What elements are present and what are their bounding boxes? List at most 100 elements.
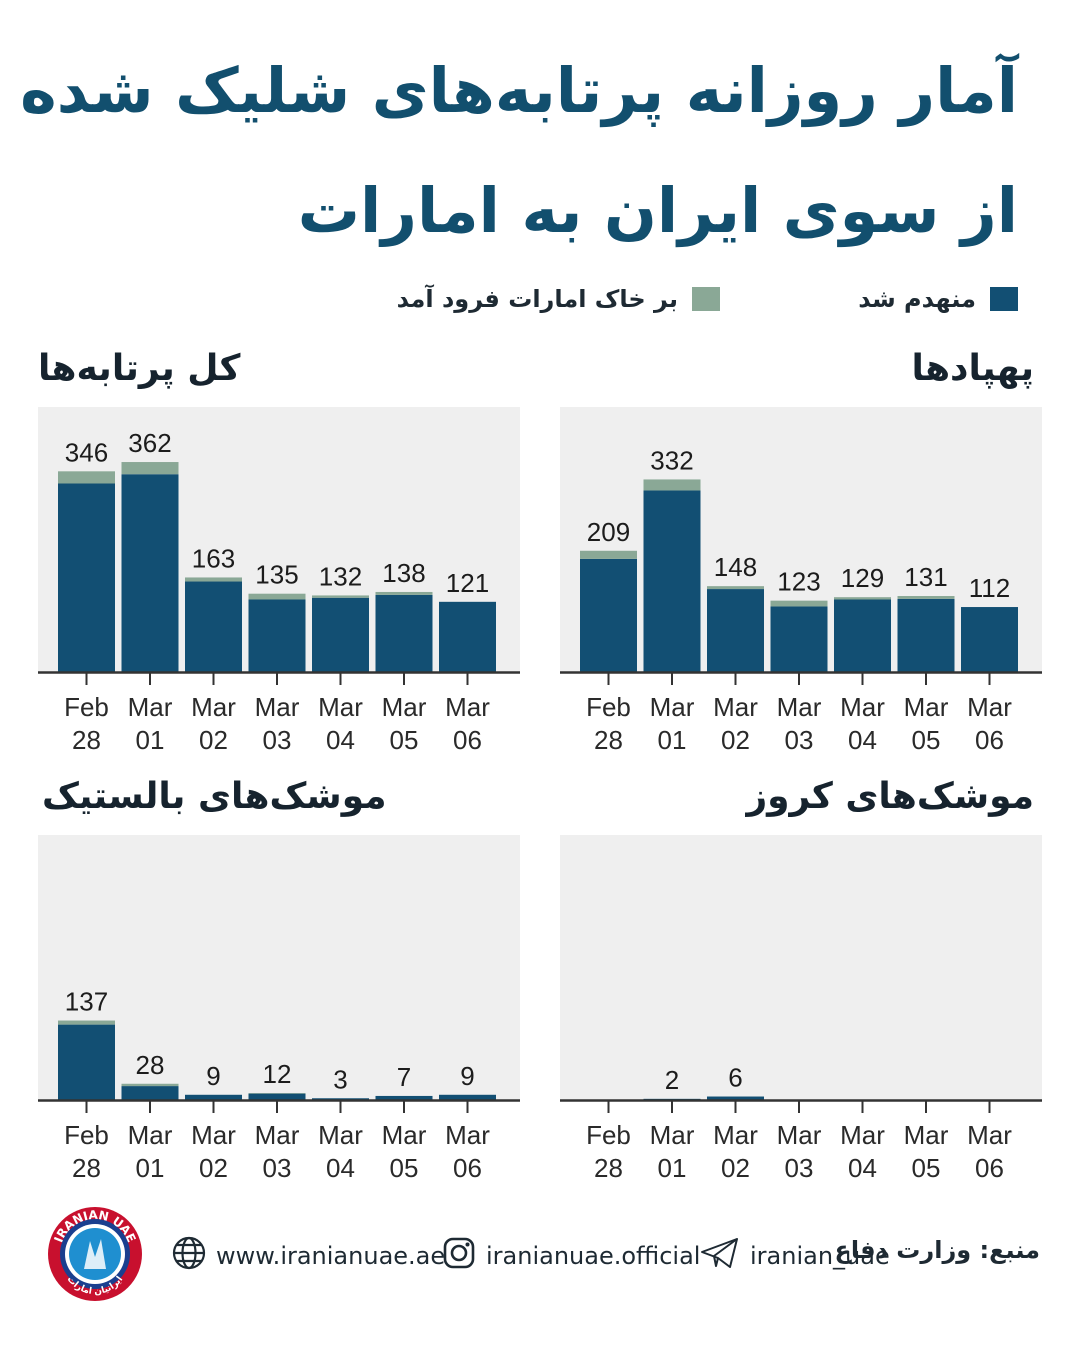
bar-destroyed-total-5 (375, 594, 433, 672)
footer-website[interactable]: www.iranianuae.ae (172, 1236, 445, 1276)
instagram-icon (442, 1236, 476, 1276)
x-tick-label-cruise-1: Mar 01 (650, 1120, 695, 1183)
legend-destroyed-swatch (990, 287, 1018, 311)
bar-destroyed-drones-2 (707, 589, 764, 672)
x-tick-label-drones-4: Mar 04 (840, 692, 885, 755)
data-label-drones-0: 209 (587, 517, 630, 547)
bar-landed-drones-4 (834, 597, 891, 600)
chart-title-drones: پهپادها (911, 348, 1034, 389)
data-label-ballistic-1: 28 (136, 1050, 165, 1080)
data-label-total-2: 163 (192, 543, 235, 573)
bar-destroyed-drones-1 (643, 490, 701, 672)
bar-destroyed-drones-4 (834, 599, 891, 672)
data-label-cruise-1: 2 (665, 1065, 679, 1095)
data-label-total-0: 346 (65, 437, 108, 467)
data-label-drones-6: 112 (969, 573, 1010, 603)
bar-destroyed-total-2 (185, 581, 242, 672)
bar-landed-total-2 (185, 577, 242, 582)
x-tick-label-total-6: Mar 06 (445, 692, 490, 755)
legend-destroyed: منهدم شد (858, 285, 1018, 313)
chart-title-total: کل پرتابه‌ها (38, 348, 241, 389)
x-tick-label-cruise-2: Mar 02 (713, 1120, 758, 1183)
chart-title-cruise: موشک‌های کروز (746, 776, 1034, 817)
page-title-line-1: آمار روزانه پرتابه‌های شلیک شده (20, 54, 1018, 127)
bar-destroyed-ballistic-6 (439, 1094, 496, 1100)
telegram-handle[interactable]: iranian_uae (750, 1242, 890, 1270)
data-label-ballistic-0: 137 (65, 987, 108, 1017)
chart-panel-total: 346 362 163 135 132 138 121 (38, 407, 520, 672)
chart-panel-ballistic: 137 28 9 12 3 7 9 (38, 835, 520, 1100)
footer-telegram[interactable]: iranian_uae (700, 1236, 890, 1276)
x-tick-label-ballistic-6: Mar 06 (445, 1120, 490, 1183)
data-label-cruise-2: 6 (728, 1063, 742, 1093)
data-label-drones-4: 129 (841, 563, 884, 593)
x-tick-label-total-2: Mar 02 (191, 692, 236, 755)
data-label-ballistic-6: 9 (460, 1061, 474, 1091)
bar-destroyed-ballistic-1 (121, 1086, 179, 1100)
bar-destroyed-total-3 (248, 599, 306, 672)
bar-destroyed-drones-6 (961, 607, 1018, 672)
bar-destroyed-total-6 (439, 601, 496, 672)
x-tick-label-ballistic-5: Mar 05 (382, 1120, 427, 1183)
source-note: منبع: وزارت دفاع (834, 1236, 1041, 1264)
bar-landed-ballistic-1 (121, 1083, 179, 1087)
telegram-icon (700, 1236, 740, 1276)
footer-instagram[interactable]: iranianuae.official (442, 1236, 700, 1276)
axis-svg-total: Feb 28 Mar 01 Mar 02 Mar 03 Mar 04 Mar 05 Mar 06 (38, 671, 520, 755)
x-tick-label-total-3: Mar 03 (255, 692, 300, 755)
data-label-ballistic-4: 3 (333, 1064, 347, 1094)
legend-landed-label: بر خاک امارات فرود آمد (396, 285, 678, 313)
axis-svg-drones: Feb 28 Mar 01 Mar 02 Mar 03 Mar 04 Mar 05 Mar 06 (560, 671, 1042, 755)
x-tick-label-cruise-0: Feb 28 (586, 1120, 631, 1183)
globe-icon (172, 1236, 206, 1276)
bar-landed-drones-1 (643, 479, 701, 491)
data-label-total-3: 135 (255, 560, 298, 590)
x-tick-label-ballistic-3: Mar 03 (255, 1120, 300, 1183)
data-label-total-4: 132 (319, 561, 362, 591)
chart-svg-total: 346 362 163 135 132 138 121 (58, 428, 496, 672)
instagram-handle[interactable]: iranianuae.official (486, 1242, 701, 1270)
axis-svg-cruise: Feb 28 Mar 01 Mar 02 Mar 03 Mar 04 Mar 05 Mar 06 (560, 1099, 1042, 1183)
website-link[interactable]: www.iranianuae.ae (216, 1242, 446, 1270)
bar-destroyed-ballistic-2 (185, 1094, 242, 1100)
chart-svg-drones: 209 332 148 123 129 131 112 (580, 445, 1018, 672)
bar-landed-total-1 (121, 462, 179, 475)
x-tick-label-total-1: Mar 01 (128, 692, 173, 755)
legend-destroyed-label: منهدم شد (858, 285, 976, 313)
bar-destroyed-ballistic-4 (312, 1098, 369, 1100)
bar-landed-total-5 (375, 591, 433, 595)
bar-destroyed-total-4 (312, 597, 369, 672)
bar-landed-total-3 (248, 593, 306, 600)
bar-destroyed-ballistic-3 (248, 1093, 306, 1100)
bar-landed-drones-5 (897, 596, 955, 599)
data-label-drones-3: 123 (777, 567, 820, 597)
data-label-total-5: 138 (382, 558, 425, 588)
data-label-drones-2: 148 (714, 552, 757, 582)
x-tick-label-total-0: Feb 28 (64, 692, 109, 755)
x-tick-label-drones-2: Mar 02 (713, 692, 758, 755)
data-label-ballistic-2: 9 (206, 1061, 220, 1091)
x-tick-label-drones-0: Feb 28 (586, 692, 631, 755)
bar-destroyed-ballistic-5 (375, 1095, 433, 1100)
bar-landed-total-0 (58, 471, 115, 484)
x-tick-label-ballistic-1: Mar 01 (128, 1120, 173, 1183)
bar-landed-ballistic-0 (58, 1020, 115, 1025)
bar-destroyed-drones-5 (897, 598, 955, 672)
bar-destroyed-total-0 (58, 483, 115, 672)
legend-landed: بر خاک امارات فرود آمد (397, 285, 720, 313)
bar-destroyed-ballistic-0 (58, 1024, 115, 1100)
x-tick-label-drones-3: Mar 03 (777, 692, 822, 755)
chart-title-ballistic: موشک‌های بالستیک (42, 776, 387, 817)
bar-landed-drones-3 (770, 600, 828, 607)
bar-landed-drones-0 (580, 550, 637, 559)
x-tick-label-drones-5: Mar 05 (904, 692, 949, 755)
x-tick-label-total-5: Mar 05 (382, 692, 427, 755)
bar-landed-ballistic-3 (248, 1093, 306, 1094)
chart-svg-ballistic: 137 28 9 12 3 7 9 (58, 987, 496, 1100)
x-tick-label-drones-1: Mar 01 (650, 692, 695, 755)
bar-destroyed-cruise-2 (707, 1096, 764, 1100)
data-label-drones-1: 332 (650, 445, 693, 475)
x-tick-label-total-4: Mar 04 (318, 692, 363, 755)
